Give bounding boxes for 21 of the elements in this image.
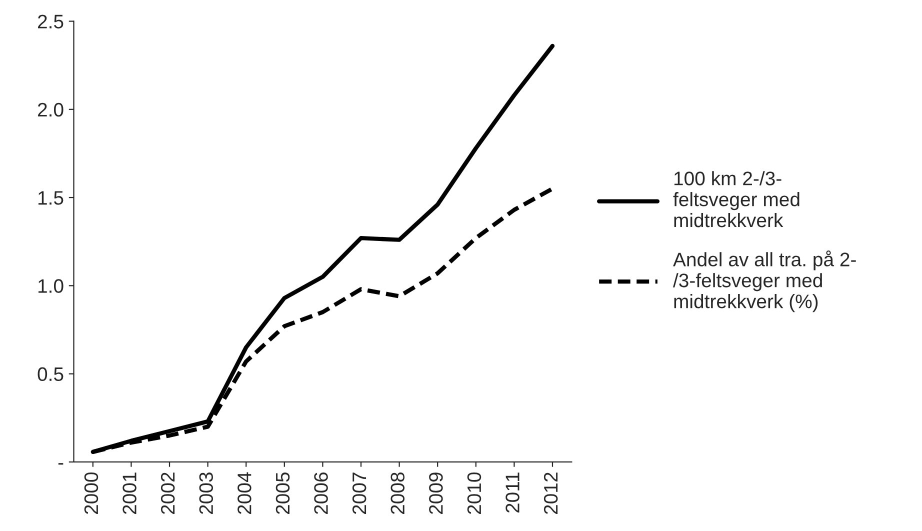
x-tick-label: 2001	[122, 472, 136, 514]
y-tick-label: 2.5	[38, 14, 64, 28]
legend-label: 100 km 2-/3- feltsveger med midtrekkverk	[673, 171, 800, 228]
x-tick-label: 2007	[352, 472, 366, 514]
x-tick-label: 2008	[390, 472, 405, 514]
x-tick-label: 2011	[506, 472, 520, 513]
y-tick-label: -	[58, 463, 64, 465]
x-tick-label: 2006	[314, 472, 328, 514]
x-tick-label: 2004	[238, 472, 252, 514]
y-tick-label: 0.5	[38, 367, 64, 382]
legend-label: Andel av all tra. på 2- /3-feltsveger med midtrekkverk (%)	[672, 250, 856, 312]
y-tick-label: 1.0	[38, 279, 64, 293]
x-tick-label: 2010	[467, 472, 482, 514]
x-tick-label: 2000	[84, 472, 98, 514]
x-tick-label: 2002	[160, 472, 175, 514]
x-tick-label: 2009	[429, 472, 443, 514]
y-tick-label: 1.5	[38, 191, 64, 205]
x-tick-label: 2003	[199, 472, 214, 514]
x-tick-label: 2005	[276, 472, 290, 514]
y-tick-label: 2.0	[38, 102, 64, 117]
x-tick-label: 2012	[544, 472, 558, 514]
